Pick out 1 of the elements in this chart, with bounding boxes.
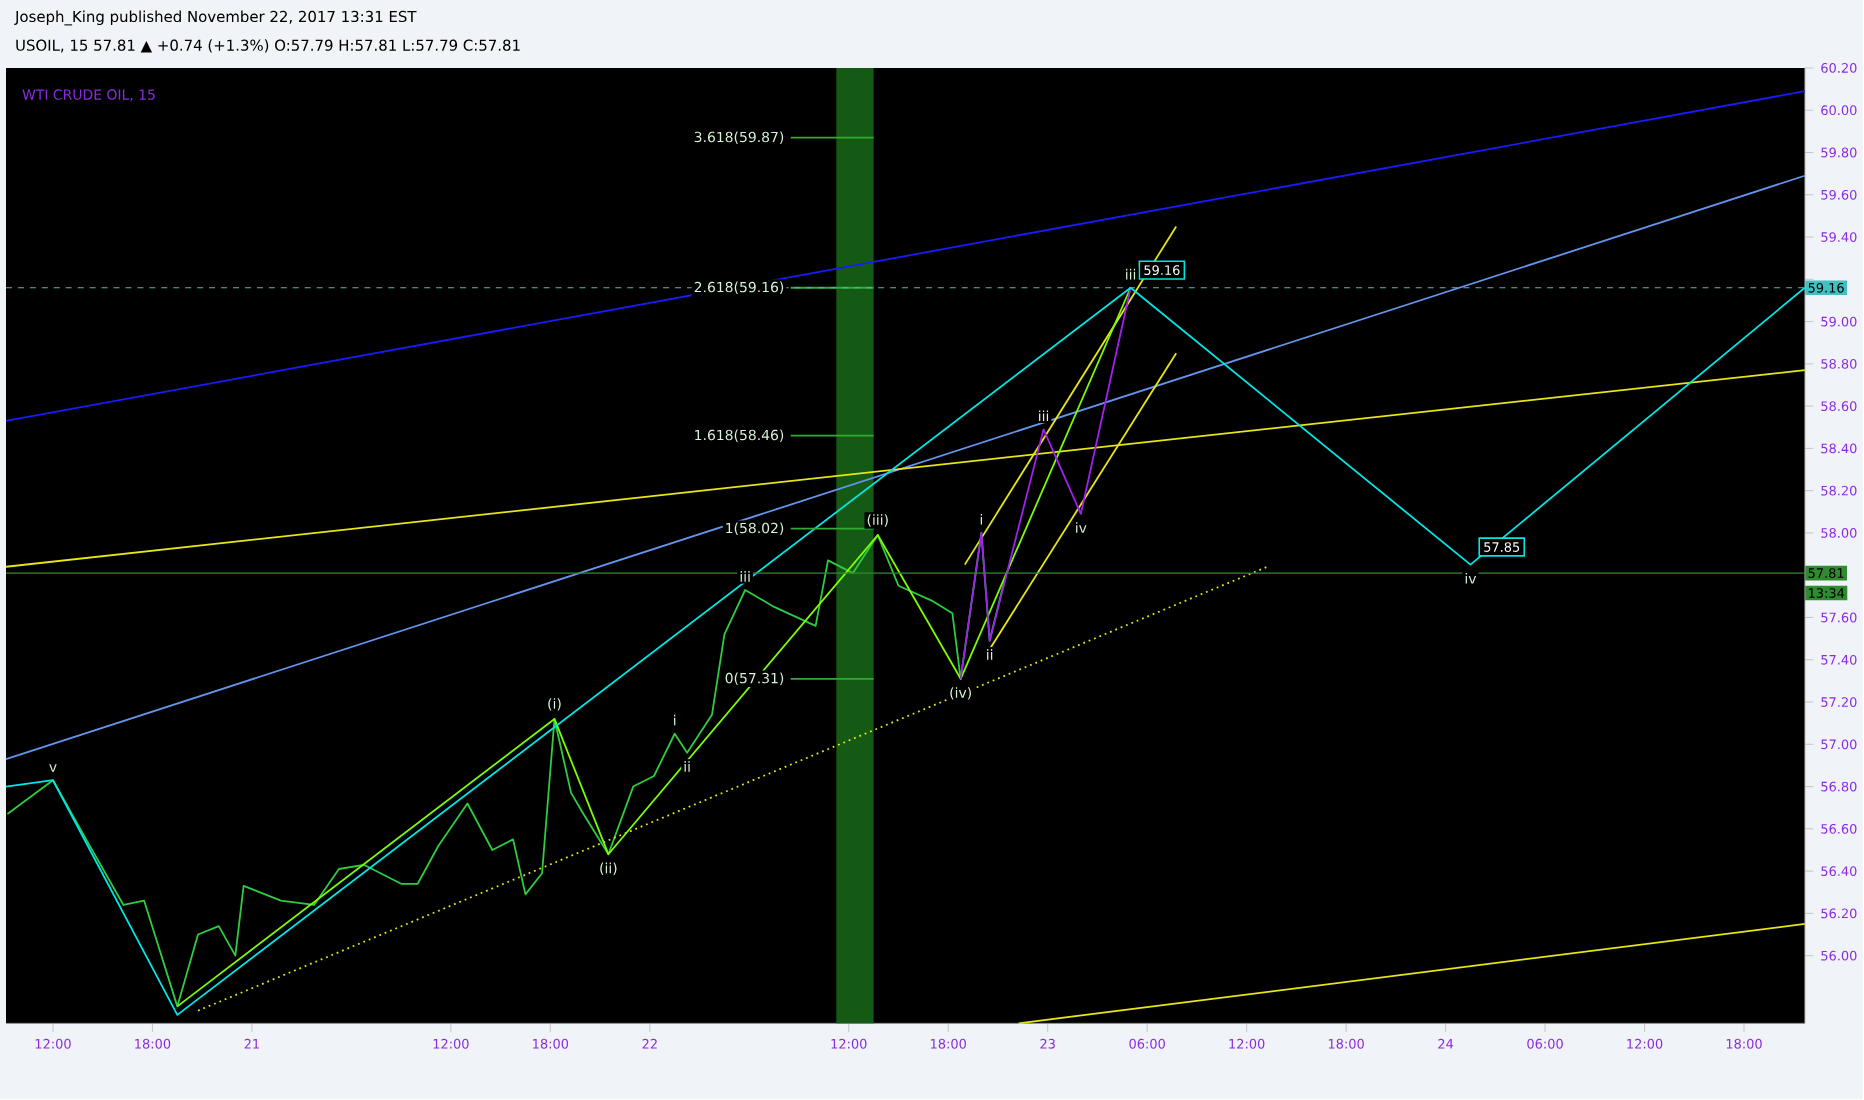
line-series — [959, 287, 1132, 681]
